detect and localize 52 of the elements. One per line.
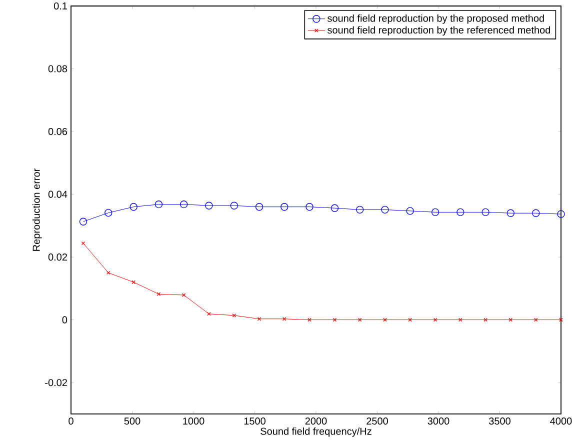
x-tick-label: 2000 [305, 418, 327, 425]
point [230, 202, 238, 210]
legend-label: sound field reproduction by the referenced method [328, 26, 550, 36]
point [408, 318, 412, 322]
y-tick-label: 0.08 [48, 65, 68, 72]
x-tick-label: 1000 [183, 418, 204, 425]
point [79, 218, 88, 226]
point [431, 208, 440, 216]
point [132, 280, 136, 284]
point [532, 209, 540, 217]
y-tick-label: -0.02 [45, 379, 67, 386]
point [207, 312, 211, 316]
point [358, 318, 362, 322]
x-tick-label: 500 [124, 418, 140, 425]
point [508, 318, 513, 322]
x-axis-title: Sound field frequency/Hz [260, 427, 372, 437]
x-tick-label: 2500 [366, 418, 388, 425]
x-tick-label: 1500 [244, 418, 266, 425]
y-tick-label: 0.04 [48, 190, 68, 198]
point [130, 203, 138, 211]
point [356, 206, 364, 214]
y-tick-label: 0.1 [54, 2, 67, 10]
point [232, 314, 236, 318]
y-tick-label: 0 [62, 316, 68, 324]
point [330, 204, 339, 212]
point [534, 318, 538, 322]
x-tick-label: 4000 [550, 418, 572, 425]
point [104, 208, 112, 217]
point [456, 208, 464, 216]
y-axis-title: Reproduction error [32, 168, 42, 251]
point [406, 207, 414, 215]
point [280, 203, 288, 211]
point [458, 318, 462, 322]
point [482, 208, 490, 216]
point [332, 318, 337, 322]
point [180, 200, 188, 208]
point [205, 202, 213, 210]
point [557, 210, 565, 218]
point [381, 206, 389, 214]
legend-label: sound field reproduction by the proposed method [328, 14, 544, 24]
point [257, 316, 262, 321]
point [433, 318, 438, 322]
x-tick-label: 3500 [489, 418, 510, 425]
x-tick-label: 0 [68, 418, 74, 425]
y-tick-label: 0.02 [48, 254, 67, 261]
point [255, 203, 264, 211]
point [282, 316, 286, 321]
x-tick-label: 3000 [428, 418, 450, 425]
point [306, 203, 314, 211]
y-tick-label: 0.06 [48, 128, 68, 136]
point [154, 200, 163, 208]
point [506, 209, 514, 217]
